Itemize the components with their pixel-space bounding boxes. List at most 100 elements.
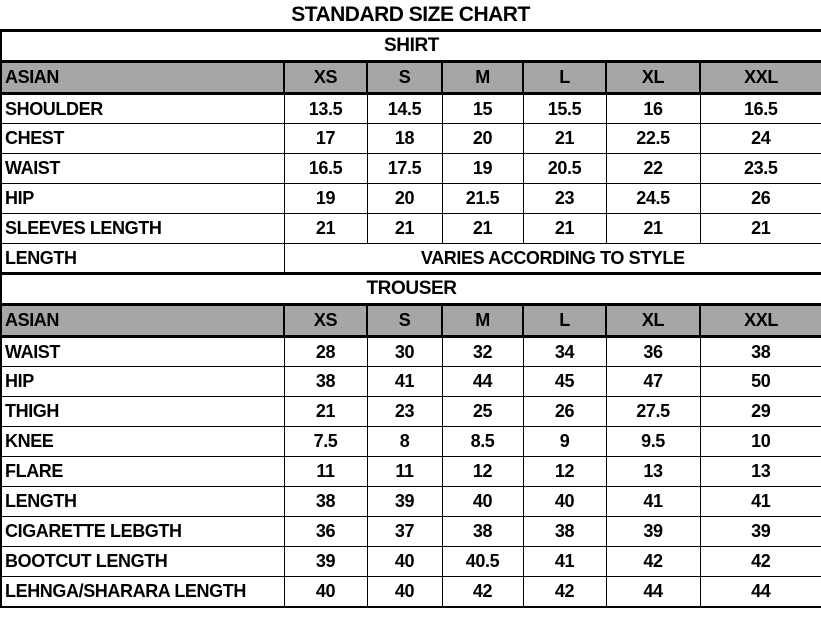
merged-value-cell: VARIES ACCORDING TO STYLE [283,243,821,274]
size-value-cell: 8.5 [441,426,524,457]
size-value-cell: 13.5 [283,93,368,124]
size-value-cell: 17 [283,123,368,154]
size-value-cell: 21 [522,213,607,244]
section-title: SHIRT [0,29,821,63]
size-value-cell: 13 [699,456,821,487]
size-column-header: S [366,60,443,95]
size-value-cell: 15 [441,93,524,124]
size-value-cell: 39 [699,516,821,547]
section-title-row-shirt: SHIRT [0,29,821,63]
row-label: SHOULDER [0,93,285,124]
measurement-row: WAIST 28 30 32 34 36 38 [0,336,821,367]
size-value-cell: 45 [522,366,607,397]
size-value-cell: 38 [283,486,368,517]
size-value-cell: 19 [283,183,368,214]
size-value-cell: 40 [522,486,607,517]
size-value-cell: 23 [522,183,607,214]
size-value-cell: 40 [366,576,443,607]
size-value-cell: 21 [605,213,701,244]
size-column-header: XL [605,303,701,338]
measurement-row: CIGARETTE LEBGTH 36 37 38 38 39 39 [0,516,821,547]
size-value-cell: 23.5 [699,153,821,184]
size-value-cell: 37 [366,516,443,547]
size-column-header: XL [605,60,701,95]
size-column-header: XS [283,303,368,338]
section-title: TROUSER [0,272,821,306]
measurement-row: CHEST 17 18 20 21 22.5 24 [0,123,821,154]
size-column-header: M [441,303,524,338]
size-value-cell: 42 [522,576,607,607]
size-value-cell: 38 [699,336,821,367]
size-value-cell: 34 [522,336,607,367]
size-value-cell: 21 [441,213,524,244]
size-value-cell: 8 [366,426,443,457]
size-value-cell: 38 [283,366,368,397]
size-value-cell: 16 [605,93,701,124]
size-column-header: L [522,60,607,95]
size-value-cell: 39 [605,516,701,547]
row-label: LENGTH [0,486,285,517]
size-value-cell: 44 [699,576,821,607]
measurement-row: LENGTH VARIES ACCORDING TO STYLE [0,243,821,274]
size-value-cell: 15.5 [522,93,607,124]
row-label: LENGTH [0,243,285,274]
size-value-cell: 25 [441,396,524,427]
size-header-row: ASIAN XS S M L XL XXL [0,303,821,338]
size-value-cell: 22 [605,153,701,184]
row-label: WAIST [0,153,285,184]
row-label: BOOTCUT LENGTH [0,546,285,577]
size-value-cell: 38 [522,516,607,547]
size-chart-table: SHIRT ASIAN XS S M L XL XXL SHOULDER 13.5 14.5 15 15… [0,29,821,608]
size-column-header: S [366,303,443,338]
size-value-cell: 41 [605,486,701,517]
size-value-cell: 36 [283,516,368,547]
size-value-cell: 22.5 [605,123,701,154]
measurement-row: BOOTCUT LENGTH 39 40 40.5 41 42 42 [0,546,821,577]
size-table-body: SHIRT ASIAN XS S M L XL XXL SHOULDER 13.5 14.5 15 15… [0,29,821,607]
size-column-header: XS [283,60,368,95]
row-label: HIP [0,366,285,397]
size-column-header: XXL [698,303,821,338]
size-value-cell: 21.5 [441,183,524,214]
size-value-cell: 42 [605,546,701,577]
row-label: THIGH [0,396,285,427]
size-value-cell: 12 [441,456,524,487]
size-value-cell: 23 [366,396,443,427]
size-value-cell: 11 [283,456,368,487]
size-value-cell: 39 [366,486,443,517]
measurement-row: KNEE 7.5 8 8.5 9 9.5 10 [0,426,821,457]
size-value-cell: 18 [366,123,443,154]
size-value-cell: 36 [605,336,701,367]
size-value-cell: 13 [605,456,701,487]
size-value-cell: 40 [441,486,524,517]
size-value-cell: 40 [283,576,368,607]
measurement-row: LENGTH 38 39 40 40 41 41 [0,486,821,517]
size-value-cell: 21 [522,123,607,154]
size-value-cell: 32 [441,336,524,367]
size-value-cell: 20 [441,123,524,154]
size-value-cell: 41 [699,486,821,517]
size-value-cell: 21 [283,213,368,244]
size-value-cell: 20.5 [522,153,607,184]
size-value-cell: 39 [283,546,368,577]
size-value-cell: 21 [283,396,368,427]
size-value-cell: 44 [441,366,524,397]
size-value-cell: 16.5 [699,93,821,124]
page-title: STANDARD SIZE CHART [291,3,530,26]
size-value-cell: 42 [441,576,524,607]
size-value-cell: 24 [699,123,821,154]
measurement-row: THIGH 21 23 25 26 27.5 29 [0,396,821,427]
row-label: WAIST [0,336,285,367]
size-value-cell: 41 [522,546,607,577]
measurement-row: FLARE 11 11 12 12 13 13 [0,456,821,487]
size-value-cell: 7.5 [283,426,368,457]
size-value-cell: 47 [605,366,701,397]
header-label-asian: ASIAN [0,60,285,95]
size-value-cell: 9.5 [605,426,701,457]
measurement-row: LEHNGA/SHARARA LENGTH 40 40 42 42 44 44 [0,576,821,607]
measurement-row: SHOULDER 13.5 14.5 15 15.5 16 16.5 [0,93,821,124]
size-value-cell: 40.5 [441,546,524,577]
size-value-cell: 40 [366,546,443,577]
size-value-cell: 38 [441,516,524,547]
size-value-cell: 30 [366,336,443,367]
